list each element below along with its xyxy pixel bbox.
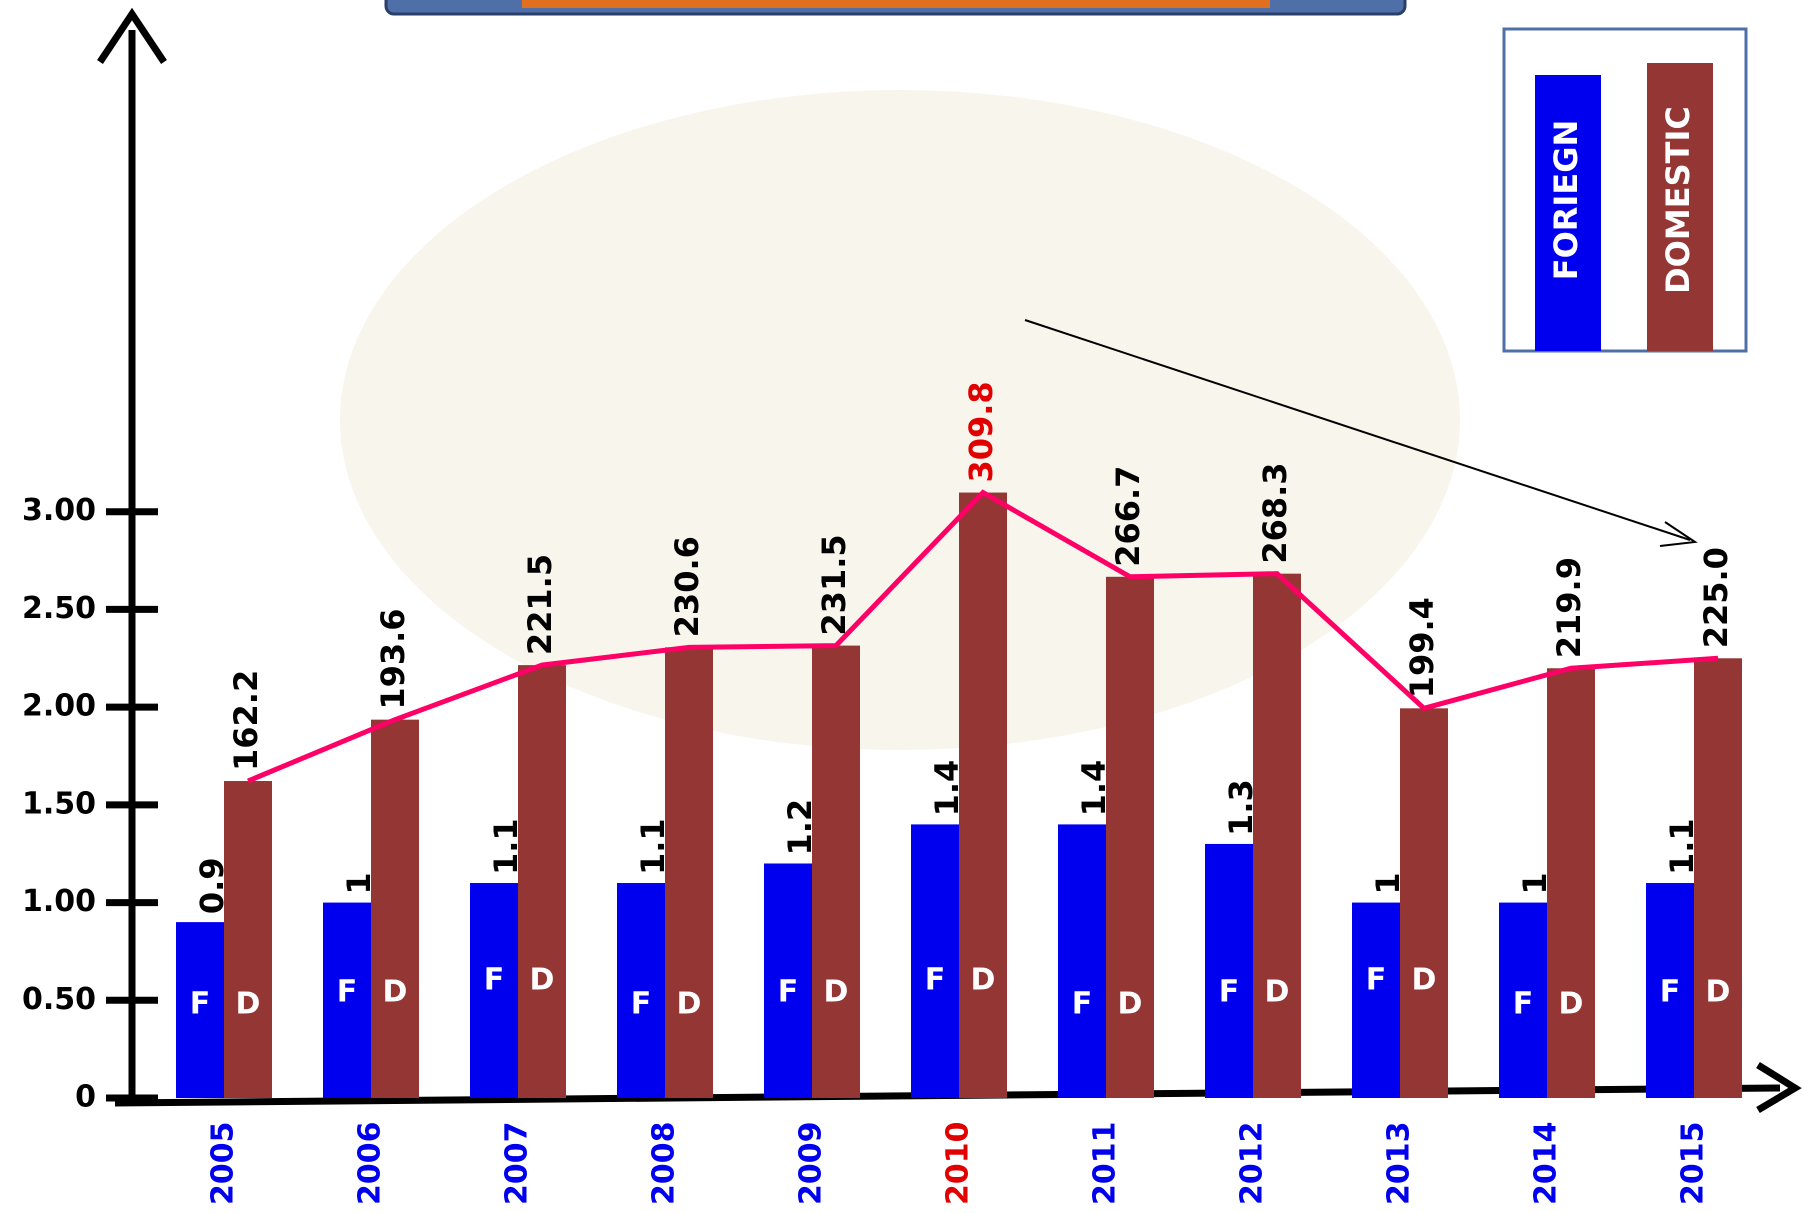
value-label-domestic: 230.6 [668, 536, 706, 637]
y-tick-label: 1.00 [22, 884, 96, 919]
value-label-domestic: 199.4 [1403, 597, 1441, 698]
value-label-domestic: 309.8 [962, 381, 1000, 482]
bar-domestic [1106, 576, 1154, 1098]
bar-letter: D [236, 987, 261, 1022]
bar-foreign [470, 883, 518, 1098]
y-tick-label: 1.50 [22, 786, 96, 821]
bar-letter: D [1412, 963, 1437, 998]
trend-arrow [1024, 319, 1691, 541]
x-tick-label: 2009 [794, 1122, 829, 1206]
bar-domestic [518, 665, 566, 1098]
bar-domestic [812, 645, 860, 1098]
legend-swatch [1535, 75, 1601, 351]
bar-letter: F [337, 975, 358, 1010]
value-label-foreign: 1.2 [781, 799, 819, 856]
bar-letter: D [677, 987, 702, 1022]
x-axis-arrow [1756, 1062, 1802, 1114]
bar-foreign [176, 922, 224, 1098]
bar-foreign [1205, 843, 1253, 1098]
bar-foreign [1058, 824, 1106, 1098]
x-tick-label: 2005 [206, 1122, 241, 1206]
x-tick-label: 2011 [1088, 1122, 1123, 1206]
y-axis-arrow [97, 7, 167, 64]
value-label-domestic: 221.5 [521, 554, 559, 655]
bar-letter: F [1072, 987, 1093, 1022]
bar-letter: F [484, 963, 505, 998]
x-tick-label: 2010 [941, 1122, 976, 1206]
value-label-foreign: 1 [340, 872, 378, 894]
bar-domestic [1400, 708, 1448, 1098]
y-tick-label: 3.00 [22, 493, 96, 528]
legend-label: FORIEGN [1547, 120, 1585, 281]
bar-letter: D [383, 975, 408, 1010]
value-label-foreign: 1.1 [487, 818, 525, 875]
bar-letter: F [1660, 975, 1681, 1010]
x-tick-label: 2014 [1529, 1122, 1564, 1206]
bar-domestic [1253, 573, 1301, 1098]
value-label-domestic: 225.0 [1697, 547, 1735, 648]
value-label-foreign: 1.1 [634, 818, 672, 875]
background-map [340, 90, 1460, 750]
value-label-domestic: 231.5 [815, 534, 853, 635]
bar-domestic [959, 492, 1007, 1099]
x-tick-label: 2015 [1676, 1122, 1711, 1206]
bar-letter: D [1706, 975, 1731, 1010]
y-tick-label: 0 [75, 1080, 96, 1115]
bar-letter: D [530, 963, 555, 998]
x-tick-label: 2012 [1235, 1122, 1270, 1206]
bar-letter: D [824, 975, 849, 1010]
value-label-domestic: 219.9 [1550, 557, 1588, 658]
legend-swatch [1647, 63, 1713, 351]
value-label-domestic: 266.7 [1109, 466, 1147, 567]
bar-domestic [1547, 668, 1595, 1098]
x-tick-label: 2008 [647, 1122, 682, 1206]
bar-letter: F [631, 987, 652, 1022]
bar-foreign [1646, 883, 1694, 1098]
bar-letter: D [971, 963, 996, 998]
bar-foreign [617, 883, 665, 1098]
value-label-foreign: 0.9 [193, 857, 231, 914]
bar-letter: F [190, 987, 211, 1022]
bar-letter: D [1559, 987, 1584, 1022]
value-label-foreign: 1.4 [928, 760, 966, 817]
x-tick-label: 2007 [500, 1122, 535, 1206]
x-tick-label: 2006 [353, 1122, 388, 1206]
bar-letter: F [778, 975, 799, 1010]
bar-foreign [323, 902, 371, 1098]
y-tick-label: 0.50 [22, 982, 96, 1017]
bar-foreign [911, 824, 959, 1098]
legend-label: DOMESTIC [1659, 106, 1697, 294]
bar-domestic [224, 781, 272, 1098]
y-tick-label: 2.00 [22, 689, 96, 724]
value-label-foreign: 1.3 [1222, 779, 1260, 836]
bar-letter: F [925, 963, 946, 998]
value-label-foreign: 1 [1516, 872, 1554, 894]
bar-domestic [371, 719, 419, 1098]
title-box-inner [522, 0, 1270, 8]
bar-letter: F [1219, 975, 1240, 1010]
x-tick-label: 2013 [1382, 1122, 1417, 1206]
bar-foreign [1352, 902, 1400, 1098]
value-label-domestic: 268.3 [1256, 462, 1294, 563]
bar-letter: F [1366, 963, 1387, 998]
value-label-foreign: 1.1 [1663, 818, 1701, 875]
bar-letter: F [1513, 987, 1534, 1022]
value-label-foreign: 1.4 [1075, 760, 1113, 817]
bar-domestic [1694, 658, 1742, 1098]
bar-letter: D [1118, 987, 1143, 1022]
bar-domestic [665, 647, 713, 1098]
bar-letter: D [1265, 975, 1290, 1010]
y-tick-label: 2.50 [22, 591, 96, 626]
value-label-foreign: 1 [1369, 872, 1407, 894]
bar-foreign [764, 863, 812, 1098]
bar-foreign [1499, 902, 1547, 1098]
value-label-domestic: 193.6 [374, 608, 412, 709]
trend-arrow-head [1659, 521, 1698, 547]
value-label-domestic: 162.2 [227, 670, 265, 771]
domestic-line [247, 489, 1719, 784]
